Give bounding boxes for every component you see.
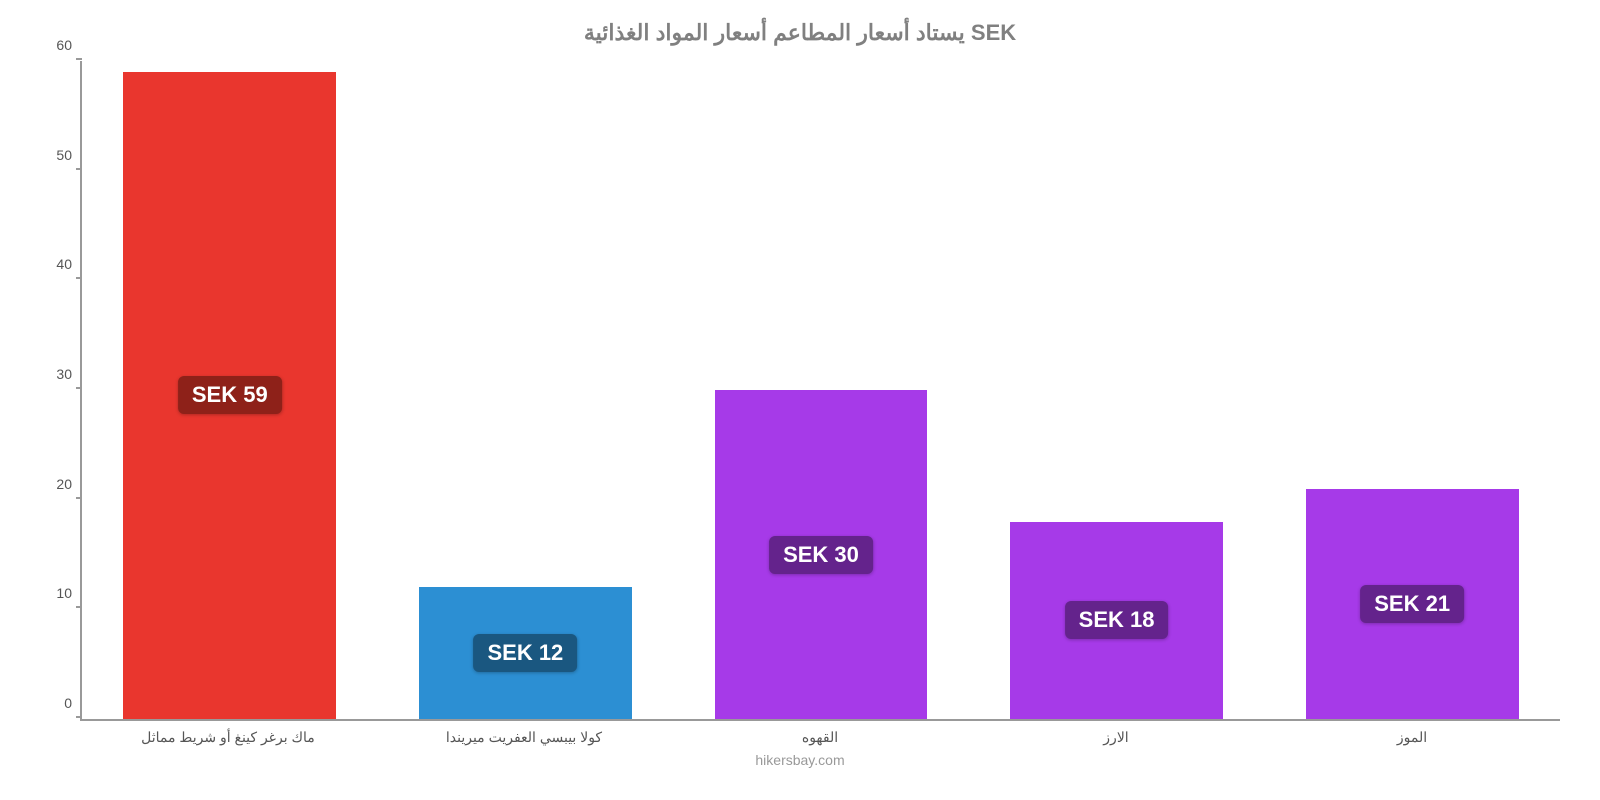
x-axis-labels: ماك برغر كينغ أو شريط مماثلكولا بيبسي ال… [80, 721, 1560, 746]
y-tick-label: 60 [32, 37, 72, 53]
y-tick-label: 40 [32, 256, 72, 272]
bars-container: SEK 59 SEK 12 SEK 30 SEK 18 SEK 21 [82, 61, 1560, 719]
bar-value-badge: SEK 59 [178, 376, 282, 414]
bar: SEK 18 [1010, 522, 1223, 719]
y-tick-mark [76, 497, 82, 499]
y-tick-mark [76, 58, 82, 60]
bar: SEK 59 [123, 72, 336, 719]
x-axis-label: القهوه [672, 721, 968, 746]
bar: SEK 12 [419, 587, 632, 719]
y-tick-mark [76, 716, 82, 718]
y-tick-label: 10 [32, 585, 72, 601]
y-tick-mark [76, 168, 82, 170]
bar-slot: SEK 18 [969, 61, 1265, 719]
chart-title: يستاد أسعار المطاعم أسعار المواد الغذائي… [30, 20, 1570, 46]
plot-area: SEK 59SEK 12SEK 30SEK 18SEK 21 010203040… [80, 61, 1560, 721]
attribution-text: hikersbay.com [30, 752, 1570, 768]
bar-slot: SEK 30 [673, 61, 969, 719]
x-axis-label: كولا بيبسي العفريت ميريندا [376, 721, 672, 746]
y-tick-mark [76, 387, 82, 389]
x-axis-label: الموز [1264, 721, 1560, 746]
y-tick-label: 0 [32, 695, 72, 711]
bar: SEK 21 [1306, 489, 1519, 719]
bar: SEK 30 [715, 390, 928, 719]
price-bar-chart: يستاد أسعار المطاعم أسعار المواد الغذائي… [0, 0, 1600, 800]
bar-value-badge: SEK 12 [473, 634, 577, 672]
bar-value-badge: SEK 18 [1065, 601, 1169, 639]
y-tick-label: 50 [32, 147, 72, 163]
y-tick-label: 20 [32, 476, 72, 492]
bar-slot: SEK 59 [82, 61, 378, 719]
bar-slot: SEK 21 [1264, 61, 1560, 719]
x-axis-label: ماك برغر كينغ أو شريط مماثل [80, 721, 376, 746]
y-tick-label: 30 [32, 366, 72, 382]
bar-value-badge: SEK 30 [769, 536, 873, 574]
x-axis-label: الارز [968, 721, 1264, 746]
bar-slot: SEK 12 [378, 61, 674, 719]
y-tick-mark [76, 606, 82, 608]
bar-value-badge: SEK 21 [1360, 585, 1464, 623]
y-tick-mark [76, 277, 82, 279]
